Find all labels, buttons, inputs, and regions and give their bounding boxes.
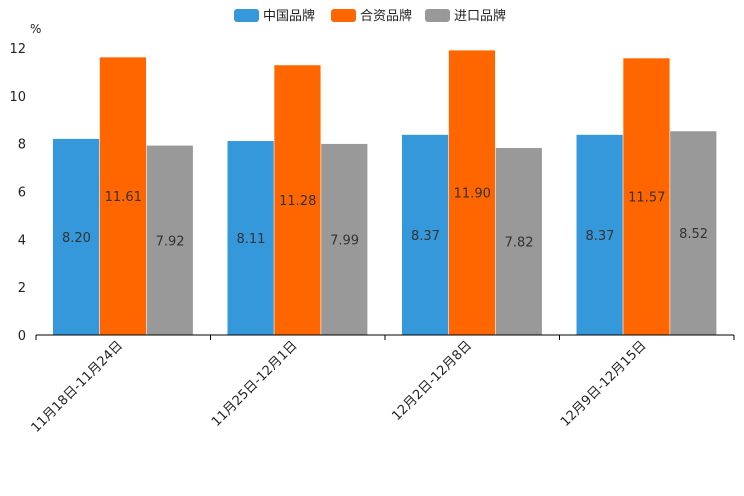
x-axis: 11月18日-11月24日 11月25日-12月1日 12月2日-12月8日 12月9… (29, 334, 735, 436)
y-tick-label: 4 (18, 233, 26, 248)
x-category-label: 11月18日-11月24日 (29, 338, 126, 435)
y-tick-label: 12 (9, 42, 26, 57)
value-label: 8.20 (62, 231, 91, 246)
bar-1-3 (402, 134, 449, 335)
value-label: 8.52 (679, 227, 708, 242)
y-tick-label: 2 (18, 281, 26, 296)
bar-3-2 (321, 143, 368, 335)
x-category-label: 12月9日-12月15日 (558, 338, 650, 430)
value-label: 8.11 (236, 232, 265, 247)
bar-3-4 (670, 131, 717, 335)
bar-2-4 (623, 58, 670, 335)
bar-2-2 (274, 65, 321, 335)
bar-2-1 (99, 57, 147, 335)
value-label: 11.90 (454, 187, 491, 202)
value-label: 7.99 (330, 233, 359, 248)
bar-3-3 (495, 147, 542, 335)
y-axis-unit: % (30, 22, 41, 36)
x-category-label: 11月25日-12月1日 (209, 338, 301, 430)
value-label: 11.61 (105, 190, 142, 205)
bar-2-3 (448, 50, 496, 336)
x-category-label: 12月2日-12月8日 (389, 338, 475, 424)
y-tick-label: 10 (9, 90, 26, 105)
bars (53, 50, 717, 336)
value-label: 8.37 (585, 229, 614, 244)
legend-label-2: 合资品牌 (360, 8, 412, 24)
bar-1-2 (227, 141, 274, 335)
y-tick-label: 6 (18, 186, 26, 201)
legend-swatch-3 (425, 9, 450, 22)
legend-label-1: 中国品牌 (263, 8, 315, 24)
y-tick-label: 8 (18, 138, 26, 153)
legend-label-3: 进口品牌 (454, 8, 506, 24)
value-label: 7.92 (156, 234, 185, 249)
bar-1-1 (53, 138, 100, 335)
value-label: 11.28 (279, 194, 316, 209)
bar-1-4 (576, 134, 623, 335)
legend: 中国品牌 合资品牌 进口品牌 (234, 8, 506, 24)
bar-3-1 (146, 145, 193, 335)
legend-swatch-2 (331, 9, 356, 22)
value-label: 8.37 (411, 229, 440, 244)
legend-swatch-1 (234, 9, 259, 22)
value-label: 11.57 (628, 191, 665, 206)
y-tick-label: 0 (18, 329, 26, 344)
value-label: 7.82 (505, 235, 534, 250)
y-axis: 0 2 4 6 8 10 12 (9, 42, 26, 344)
value-labels: 8.20 11.61 7.92 8.11 11.28 7.99 8.37 11.90 7.82 8… (62, 187, 708, 251)
